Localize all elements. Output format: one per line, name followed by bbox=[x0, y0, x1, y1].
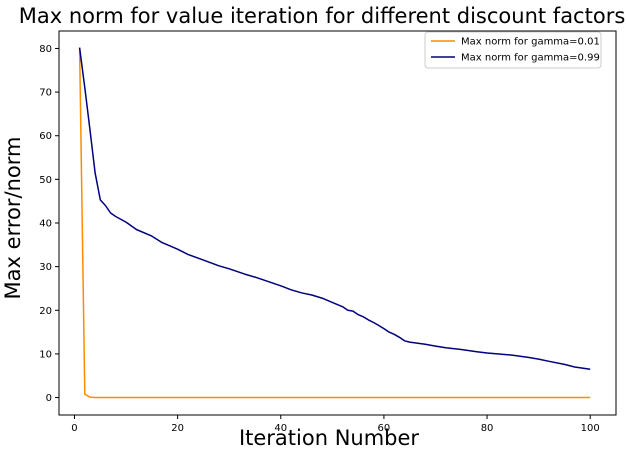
x-axis-label: Iteration Number bbox=[239, 426, 419, 450]
y-tick-label: 50 bbox=[39, 175, 52, 186]
x-tick-label: 80 bbox=[481, 423, 494, 434]
y-axis-label: Max error/norm bbox=[1, 137, 25, 300]
y-tick-label: 20 bbox=[39, 306, 52, 317]
y-tick-label: 40 bbox=[39, 219, 52, 230]
legend-box bbox=[424, 31, 602, 69]
y-axis: 0 10 20 30 40 50 60 70 80 bbox=[39, 44, 59, 404]
y-tick-label: 80 bbox=[39, 44, 52, 55]
chart-title: Max norm for value iteration for differe… bbox=[19, 4, 626, 28]
legend-label-1: Max norm for gamma=0.01 bbox=[461, 37, 600, 48]
y-tick-label: 0 bbox=[46, 393, 52, 404]
series-lines bbox=[78, 47, 591, 399]
legend-label-2: Max norm for gamma=0.99 bbox=[461, 53, 600, 64]
x-axis: 0 20 40 60 80 100 bbox=[71, 415, 600, 434]
x-tick-label: 20 bbox=[171, 423, 184, 434]
x-tick-label: 60 bbox=[378, 423, 391, 434]
series-line-1 bbox=[78, 47, 591, 399]
y-tick-label: 70 bbox=[39, 88, 52, 99]
x-tick-label: 40 bbox=[274, 423, 287, 434]
y-tick-label: 30 bbox=[39, 262, 52, 273]
y-tick-label: 10 bbox=[39, 349, 52, 360]
series-line-2 bbox=[78, 47, 591, 370]
x-tick-label: 0 bbox=[71, 423, 77, 434]
x-tick-label: 100 bbox=[581, 423, 600, 434]
y-tick-label: 60 bbox=[39, 131, 52, 142]
legend: Max norm for gamma=0.01 Max norm for gamm… bbox=[424, 31, 602, 69]
